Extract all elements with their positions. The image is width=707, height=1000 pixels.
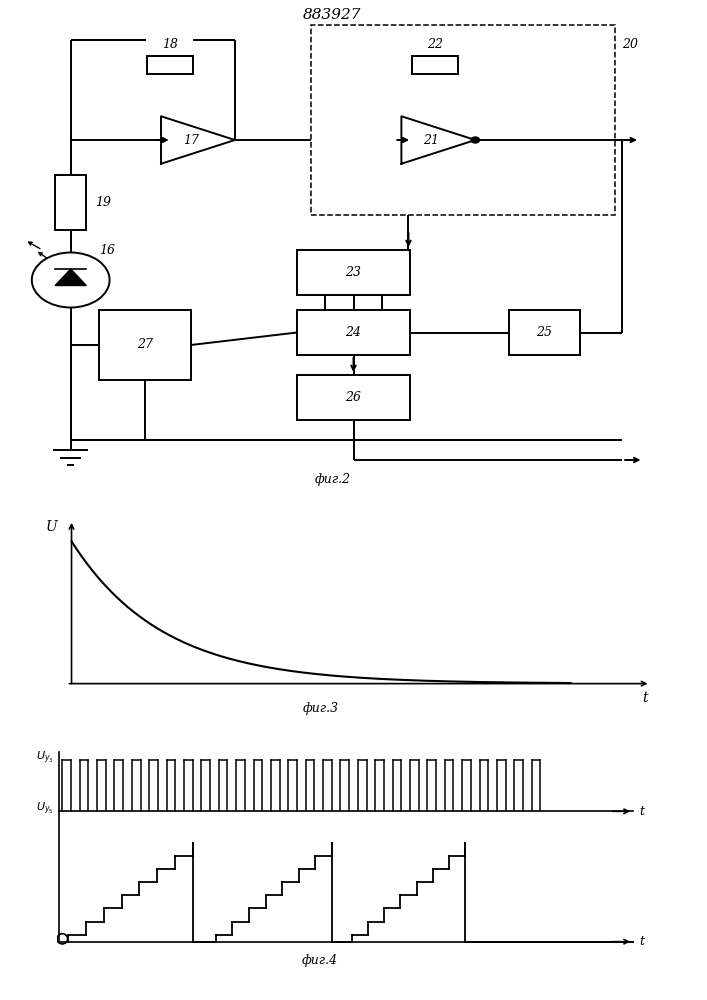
Text: фиг.4: фиг.4: [302, 954, 338, 967]
Text: 21: 21: [423, 133, 439, 146]
Bar: [297, 310, 410, 355]
Bar: [297, 250, 410, 295]
Bar: [99, 310, 191, 380]
Text: фиг.2: фиг.2: [314, 474, 351, 487]
Bar: [509, 310, 580, 355]
Bar: [311, 25, 615, 215]
Polygon shape: [402, 116, 475, 164]
Text: 24: 24: [346, 326, 361, 339]
Text: 18: 18: [162, 38, 177, 51]
Circle shape: [32, 252, 110, 308]
Circle shape: [471, 137, 479, 143]
Polygon shape: [161, 116, 235, 164]
Text: t: t: [643, 691, 648, 705]
Text: фиг.3: фиг.3: [303, 702, 339, 715]
Bar: [147, 56, 192, 74]
Polygon shape: [55, 269, 86, 286]
Bar: [297, 375, 410, 420]
Text: 25: 25: [537, 326, 552, 339]
Bar: [411, 56, 458, 74]
Text: $U_{y_3}$: $U_{y_3}$: [36, 749, 54, 766]
Text: U: U: [46, 520, 57, 534]
Text: $U_{y_5}$: $U_{y_5}$: [36, 800, 54, 817]
Text: 16: 16: [99, 243, 115, 256]
Text: 20: 20: [622, 38, 638, 51]
Text: 26: 26: [346, 391, 361, 404]
Bar: [55, 175, 86, 230]
Text: 22: 22: [427, 38, 443, 51]
Text: t: t: [639, 805, 644, 818]
Text: 19: 19: [95, 196, 112, 209]
Text: 23: 23: [346, 266, 361, 279]
Text: 27: 27: [137, 338, 153, 352]
Text: 17: 17: [183, 133, 199, 146]
Text: 883927: 883927: [303, 8, 361, 22]
Text: t: t: [639, 935, 644, 948]
